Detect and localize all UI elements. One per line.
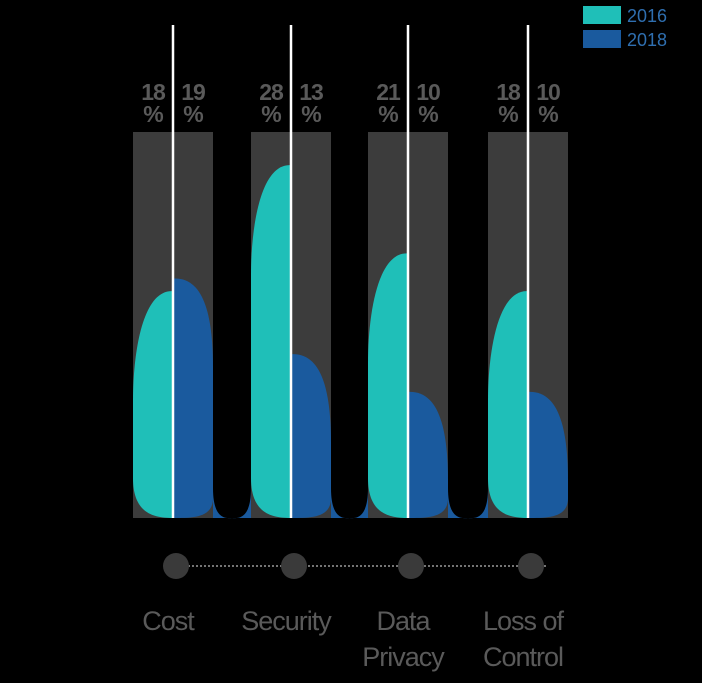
value-label-2016-0: 18% (141, 79, 166, 127)
legend-label-2018: 2018 (627, 30, 667, 50)
value-label-2016-2: 21% (376, 79, 401, 127)
timeline-dot-0 (163, 553, 189, 579)
bar-2018-1 (291, 354, 331, 518)
bar-2018-3 (528, 391, 568, 518)
value-label-2016-3: 18% (496, 79, 521, 127)
bar-2018-0 (173, 278, 213, 518)
bar-connector-1 (331, 488, 368, 519)
bar-2018-2 (408, 391, 448, 518)
value-label-2018-1: 13% (299, 79, 323, 127)
bar-2016-3 (488, 291, 528, 518)
value-label-2018-3: 10% (536, 79, 560, 127)
bar-2016-2 (368, 253, 408, 518)
category-label-3: Loss of Control (483, 606, 565, 672)
timeline-dot-1 (281, 553, 307, 579)
value-label-2018-0: 19% (181, 79, 205, 127)
value-label-2016-1: 28% (259, 79, 284, 127)
divider-lines (171, 25, 530, 518)
bars (133, 165, 568, 519)
timeline-dot-3 (518, 553, 544, 579)
category-labels: Cost Security Data Privacy Loss of Control (142, 606, 565, 672)
value-label-2018-2: 10% (416, 79, 440, 127)
bar-2016-0 (133, 291, 173, 518)
category-label-2: Data Privacy (362, 606, 445, 672)
category-label-0: Cost (142, 606, 195, 636)
bar-2016-1 (251, 165, 291, 518)
bar-connector-2 (448, 488, 488, 519)
timeline (163, 553, 546, 579)
legend: 2016 2018 (583, 6, 667, 50)
legend-swatch-2018 (583, 30, 621, 48)
legend-swatch-2016 (583, 6, 621, 24)
bar-connector-0 (213, 488, 251, 519)
value-labels: 18 % 19 % 28 % 13 % 21 % 10 % 18 % 10% (141, 79, 561, 127)
timeline-dot-2 (398, 553, 424, 579)
legend-label-2016: 2016 (627, 6, 667, 26)
category-label-1: Security (241, 606, 332, 636)
